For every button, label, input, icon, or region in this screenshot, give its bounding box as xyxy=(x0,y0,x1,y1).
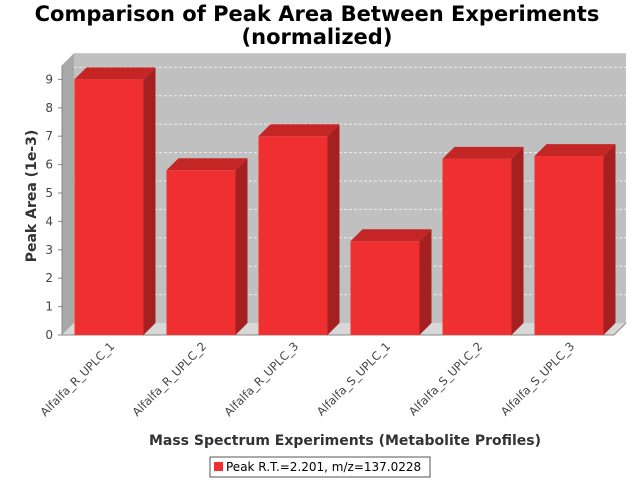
y-tick-label-9: 9 xyxy=(45,72,53,86)
bar-side-1 xyxy=(235,158,248,335)
y-tick-label-3: 3 xyxy=(45,243,53,257)
x-tick-label-5: Alfalfa_S_UPLC_3 xyxy=(498,339,577,418)
chart-title-line-2: (normalized) xyxy=(242,25,393,49)
bar-top-0 xyxy=(74,67,156,80)
y-tick-label-2: 2 xyxy=(45,271,53,285)
legend-label: Peak R.T.=2.201, m/z=137.0228 xyxy=(226,460,421,474)
legend: Peak R.T.=2.201, m/z=137.0228 xyxy=(209,456,431,478)
x-axis-title: Mass Spectrum Experiments (Metabolite Pr… xyxy=(149,433,541,449)
plot-left-wall xyxy=(62,53,74,335)
y-tick-label-8: 8 xyxy=(45,101,53,115)
bar-0 xyxy=(74,79,144,336)
bar-top-1 xyxy=(166,158,248,171)
bar-4 xyxy=(442,158,512,335)
x-tick-label-0: Alfalfa_R_UPLC_1 xyxy=(37,339,117,419)
bar-side-5 xyxy=(603,144,616,335)
y-tick-label-0: 0 xyxy=(45,328,53,342)
y-tick-label-5: 5 xyxy=(45,186,53,200)
legend-box xyxy=(209,456,431,478)
bar-side-0 xyxy=(143,67,156,336)
bar-top-4 xyxy=(442,146,524,159)
bar-5 xyxy=(534,156,604,335)
x-tick-label-3: Alfalfa_S_UPLC_1 xyxy=(314,339,393,418)
y-tick-label-6: 6 xyxy=(45,158,53,172)
bar-top-2 xyxy=(258,124,340,137)
bar-top-5 xyxy=(534,144,616,157)
bar-3 xyxy=(350,241,420,335)
bar-2 xyxy=(258,136,328,335)
y-tick-label-4: 4 xyxy=(45,214,53,228)
y-tick-label-7: 7 xyxy=(45,129,53,143)
chart-title-line-1: Comparison of Peak Area Between Experime… xyxy=(35,2,600,26)
plot-back-wall xyxy=(74,53,626,323)
bar-1 xyxy=(166,170,236,335)
x-tick-label-2: Alfalfa_R_UPLC_3 xyxy=(221,339,301,419)
x-tick-label-4: Alfalfa_S_UPLC_2 xyxy=(406,339,485,418)
y-axis-title: Peak Area (1e-3) xyxy=(24,130,40,263)
x-axis-depth-edge xyxy=(613,322,627,336)
legend-swatch xyxy=(214,462,223,471)
bar-side-4 xyxy=(511,146,524,335)
x-tick-label-1: Alfalfa_R_UPLC_2 xyxy=(129,339,209,419)
y-tick-label-1: 1 xyxy=(45,300,53,314)
bar-side-3 xyxy=(419,229,432,335)
bar-top-3 xyxy=(350,229,432,242)
bar-side-2 xyxy=(327,124,340,335)
